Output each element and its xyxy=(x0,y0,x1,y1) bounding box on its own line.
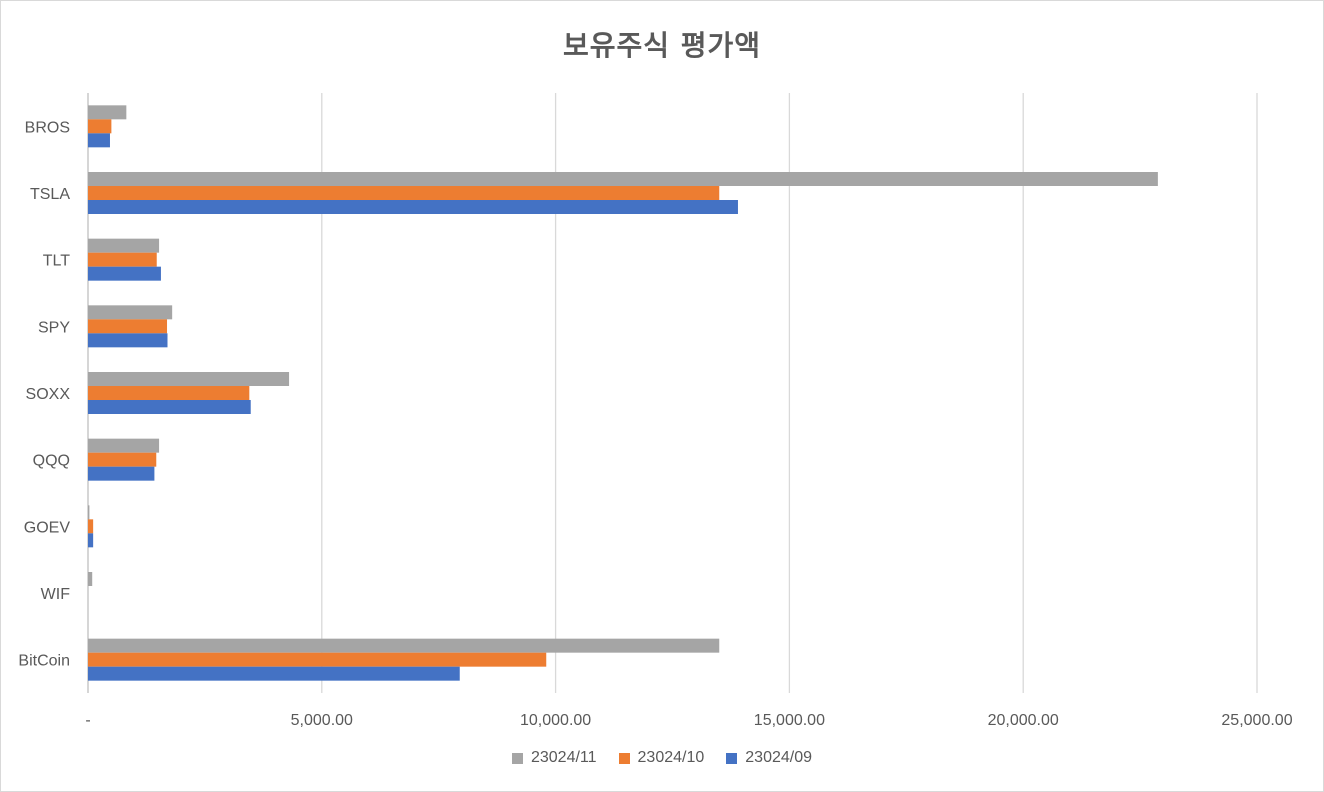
legend-label: 23024/11 xyxy=(530,749,597,766)
bar-spy-series-2 xyxy=(88,333,168,348)
bar-goev-series-0 xyxy=(88,505,90,520)
legend-label: 23024/10 xyxy=(637,749,705,766)
bar-goev-series-2 xyxy=(88,533,94,548)
x-tick-label: 5,000.00 xyxy=(291,712,353,729)
category-label: WIF xyxy=(41,586,71,603)
legend: 23024/11 23024/10 23024/09 xyxy=(0,749,1324,767)
category-label: BROS xyxy=(25,119,70,136)
x-tick-label: - xyxy=(85,712,90,729)
category-labels: BROS TSLA TLT SPY SOXX QQQ GOEV WIF BitCoin xyxy=(18,119,70,669)
bar-wif-series-0 xyxy=(88,572,93,586)
bar-tsla-series-2 xyxy=(88,200,738,214)
bar-goev-series-1 xyxy=(88,519,94,534)
legend-item: 23024/11 xyxy=(511,749,597,767)
bar-bitcoin-series-2 xyxy=(88,666,460,681)
bar-tlt-series-1 xyxy=(88,252,157,267)
x-tick-label: 20,000.00 xyxy=(988,712,1059,729)
legend-swatch xyxy=(618,752,630,764)
bar-tlt-series-2 xyxy=(88,266,161,281)
legend-item: 23024/10 xyxy=(618,749,705,767)
chart-title: 보유주식 평가액 xyxy=(562,29,762,62)
x-tick-label: 25,000.00 xyxy=(1221,712,1292,729)
bar-spy-series-1 xyxy=(88,319,168,334)
bar-bros-series-1 xyxy=(88,119,112,134)
bar-tsla-series-1 xyxy=(88,186,720,200)
legend-swatch xyxy=(726,752,738,764)
x-tick-label: 15,000.00 xyxy=(754,712,825,729)
category-label: BitCoin xyxy=(18,653,70,670)
bar-qqq-series-0 xyxy=(88,438,160,453)
legend-swatch xyxy=(511,752,523,764)
bar-spy-series-0 xyxy=(88,305,173,320)
bars xyxy=(88,105,1158,681)
category-label: SPY xyxy=(38,319,70,336)
category-label: QQQ xyxy=(33,453,70,470)
category-label: GOEV xyxy=(24,519,71,536)
category-label: TLT xyxy=(43,253,70,270)
legend-label: 23024/09 xyxy=(745,749,812,766)
bar-soxx-series-1 xyxy=(88,386,250,400)
legend-item: 23024/09 xyxy=(726,749,812,767)
bar-bros-series-0 xyxy=(88,105,127,120)
bar-tsla-series-0 xyxy=(88,172,1158,186)
bar-soxx-series-0 xyxy=(88,372,290,386)
bar-qqq-series-1 xyxy=(88,452,157,467)
bar-qqq-series-2 xyxy=(88,466,155,481)
bar-bitcoin-series-0 xyxy=(88,638,720,653)
x-axis-tick-labels: - 5,000.00 10,000.00 15,000.00 20,000.00 25,0… xyxy=(85,712,1292,729)
category-label: TSLA xyxy=(30,186,70,203)
bar-bros-series-2 xyxy=(88,133,110,148)
bar-soxx-series-2 xyxy=(88,400,251,414)
bar-tlt-series-0 xyxy=(88,238,160,253)
x-tick-label: 10,000.00 xyxy=(520,712,591,729)
bar-bitcoin-series-1 xyxy=(88,652,547,667)
category-label: SOXX xyxy=(26,386,71,403)
